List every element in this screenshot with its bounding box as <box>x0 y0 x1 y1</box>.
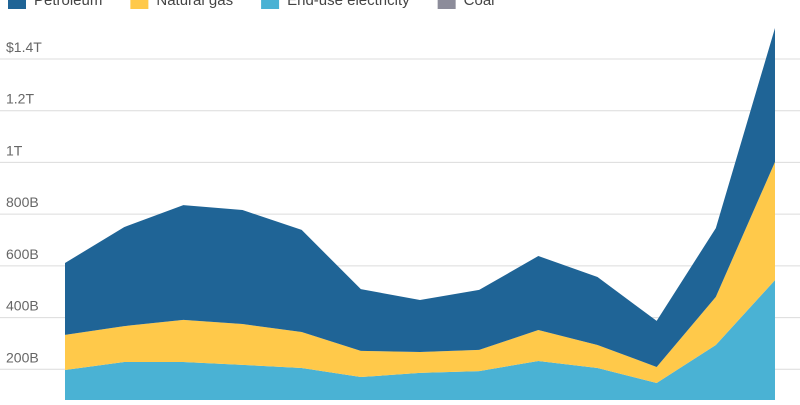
legend-swatch <box>130 0 149 9</box>
y-tick-label: 600B <box>6 246 39 262</box>
legend-swatch <box>8 0 26 9</box>
area <box>65 280 775 405</box>
legend-label: End-use electricity <box>287 0 410 9</box>
y-tick-label: $1.4T <box>6 39 42 55</box>
y-tick-label: 1.2T <box>6 91 34 107</box>
y-tick-label: 1T <box>6 142 23 158</box>
y-tick-label: 800B <box>6 194 39 210</box>
legend-swatch <box>261 0 280 9</box>
legend: Petroleum Natural gas End-use electricity C… <box>8 0 495 9</box>
area <box>65 161 775 383</box>
area <box>65 27 775 367</box>
areas <box>65 27 775 405</box>
y-tick-label: 400B <box>6 298 39 314</box>
legend-swatch <box>437 0 456 9</box>
grid: 0200B400B600B800B1T1.2T$1.4T <box>0 39 800 405</box>
y-tick-label: 200B <box>6 349 39 365</box>
legend-label: Natural gas <box>156 0 233 9</box>
legend-label: Coal <box>464 0 495 9</box>
legend-label: Petroleum <box>34 0 102 9</box>
